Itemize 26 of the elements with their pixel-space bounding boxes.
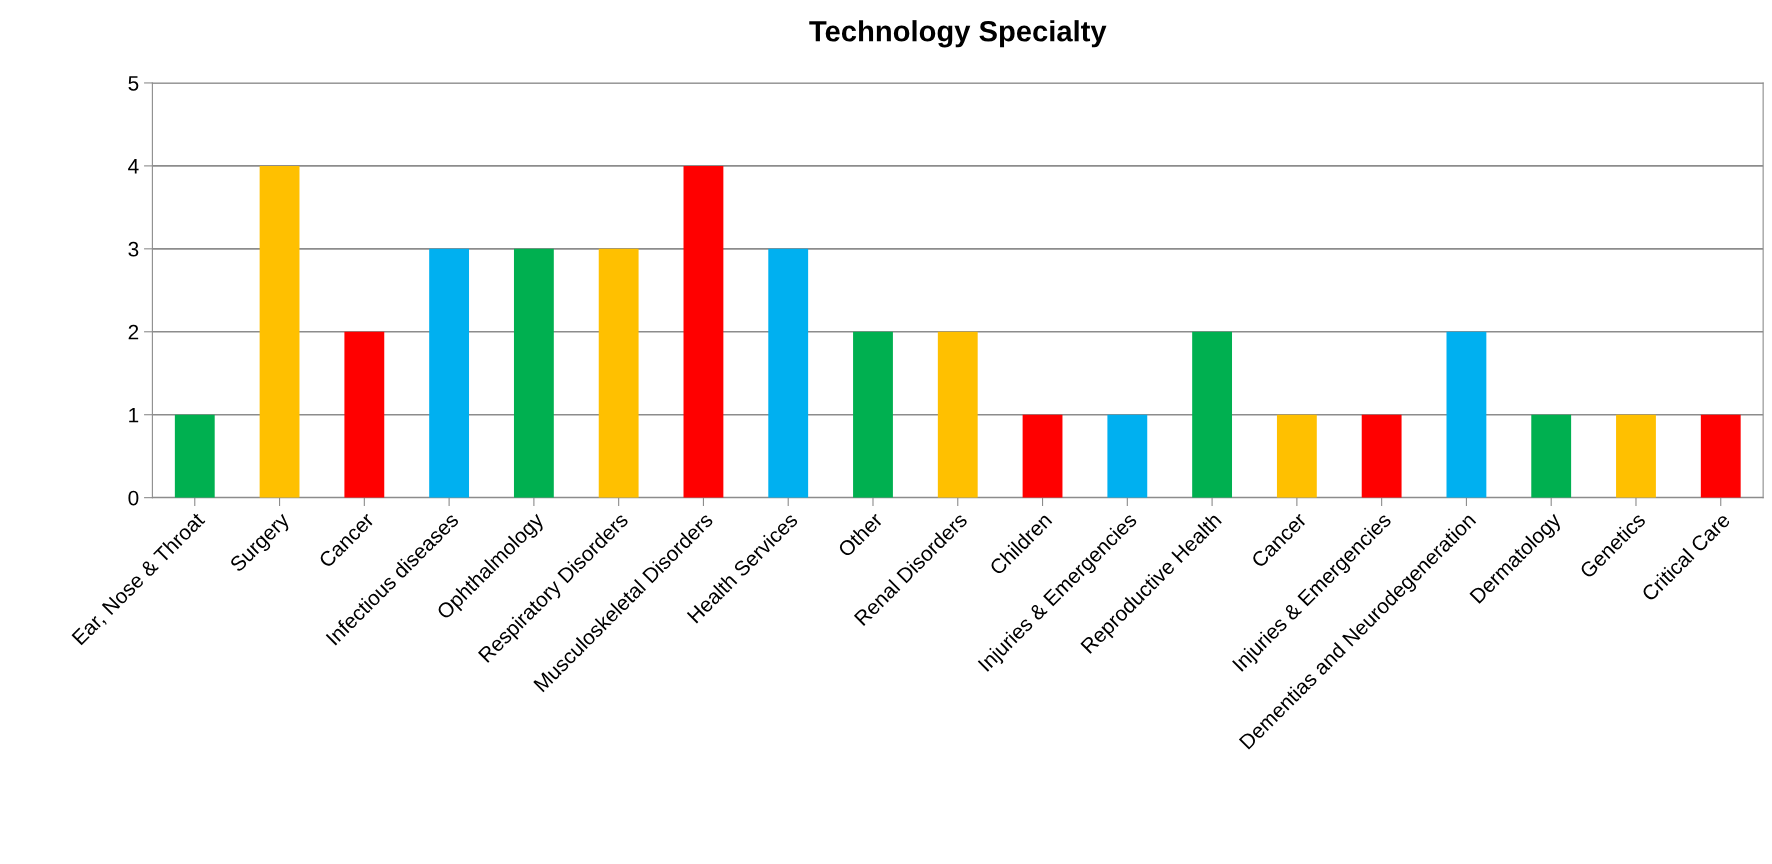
y-tick-label: 1 [129,407,139,423]
chart-title: Technology Specialty [809,20,1107,48]
bar [1107,414,1148,498]
bar [683,165,724,498]
bar [259,165,300,498]
bar [598,248,639,498]
bar [1192,331,1233,498]
bar [429,248,470,498]
y-tick-label: 4 [128,159,139,174]
bar [1276,414,1317,498]
bar [344,331,385,498]
bar [1361,414,1402,498]
bar [1700,414,1741,498]
bar [768,248,809,498]
bar [937,331,978,498]
y-tick-label: 5 [128,76,139,91]
y-tick-label: 3 [128,241,139,257]
y-tick-label: 0 [128,490,139,506]
bar [1616,414,1656,498]
y-tick-label: 2 [128,324,139,340]
bar [174,414,215,498]
bar [1446,331,1487,498]
bar [1022,414,1063,498]
bar [853,331,893,498]
bar [1531,414,1572,498]
bar [513,248,554,498]
